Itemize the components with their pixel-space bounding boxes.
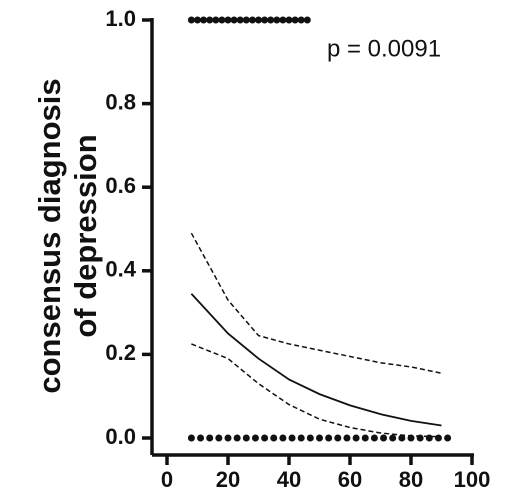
data-point bbox=[288, 434, 296, 442]
data-point bbox=[306, 434, 314, 442]
data-point bbox=[398, 434, 406, 442]
x-tick-label: 0 bbox=[161, 467, 173, 492]
y-tick-label: 0.0 bbox=[105, 424, 136, 449]
data-point bbox=[236, 16, 244, 24]
data-point bbox=[343, 434, 351, 442]
data-point bbox=[425, 434, 433, 442]
confidence-band bbox=[190, 232, 442, 374]
data-point bbox=[261, 16, 269, 24]
data-point bbox=[325, 434, 333, 442]
fit-line bbox=[190, 293, 442, 427]
data-point bbox=[285, 16, 293, 24]
data-point bbox=[206, 434, 214, 442]
data-point bbox=[255, 16, 262, 24]
x-tick-label: 100 bbox=[454, 467, 491, 492]
data-point bbox=[224, 434, 232, 442]
data-point bbox=[316, 434, 323, 442]
data-point bbox=[206, 16, 214, 24]
data-point bbox=[352, 434, 360, 442]
x-tick-label: 60 bbox=[338, 467, 362, 492]
data-point bbox=[215, 434, 223, 442]
data-point bbox=[230, 16, 238, 24]
data-point bbox=[270, 434, 278, 442]
data-point bbox=[279, 16, 287, 24]
y-tick-label: 1.0 bbox=[105, 6, 136, 31]
data-point bbox=[224, 16, 232, 24]
y-tick-label: 0.8 bbox=[105, 89, 136, 114]
data-point bbox=[251, 434, 259, 442]
data-point bbox=[303, 16, 311, 24]
data-point bbox=[291, 16, 299, 24]
data-point bbox=[434, 434, 442, 442]
data-point bbox=[279, 434, 287, 442]
data-point bbox=[187, 434, 195, 442]
data-point bbox=[242, 434, 250, 442]
data-point bbox=[389, 434, 397, 442]
data-point bbox=[200, 16, 208, 24]
data-point bbox=[334, 434, 342, 442]
x-tick-label: 80 bbox=[399, 467, 423, 492]
confidence-band bbox=[191, 343, 442, 438]
data-point bbox=[407, 434, 415, 442]
y-tick-label: 0.6 bbox=[105, 173, 136, 198]
data-point bbox=[267, 16, 275, 24]
data-point bbox=[233, 434, 241, 442]
y-axis-label: consensus diagnosis bbox=[32, 78, 67, 393]
y-tick-label: 0.4 bbox=[105, 257, 136, 282]
annotation: p = 0.0091 bbox=[327, 35, 441, 62]
data-point bbox=[218, 16, 226, 24]
x-tick-label: 20 bbox=[216, 467, 240, 492]
data-point bbox=[444, 434, 452, 442]
data-point bbox=[187, 16, 195, 24]
y-axis-label: of depression bbox=[68, 134, 103, 337]
data-point bbox=[370, 434, 378, 442]
data-point bbox=[197, 434, 205, 442]
data-point bbox=[380, 434, 388, 442]
data-point bbox=[297, 16, 305, 24]
y-tick-label: 0.2 bbox=[105, 340, 136, 365]
data-point bbox=[212, 16, 220, 24]
data-point bbox=[248, 16, 256, 24]
data-point bbox=[261, 434, 269, 442]
data-point bbox=[273, 16, 281, 24]
data-point bbox=[194, 16, 201, 24]
data-point bbox=[416, 434, 424, 442]
data-point bbox=[242, 16, 250, 24]
data-point bbox=[361, 434, 369, 442]
x-tick-label: 40 bbox=[277, 467, 301, 492]
data-point bbox=[297, 434, 305, 442]
